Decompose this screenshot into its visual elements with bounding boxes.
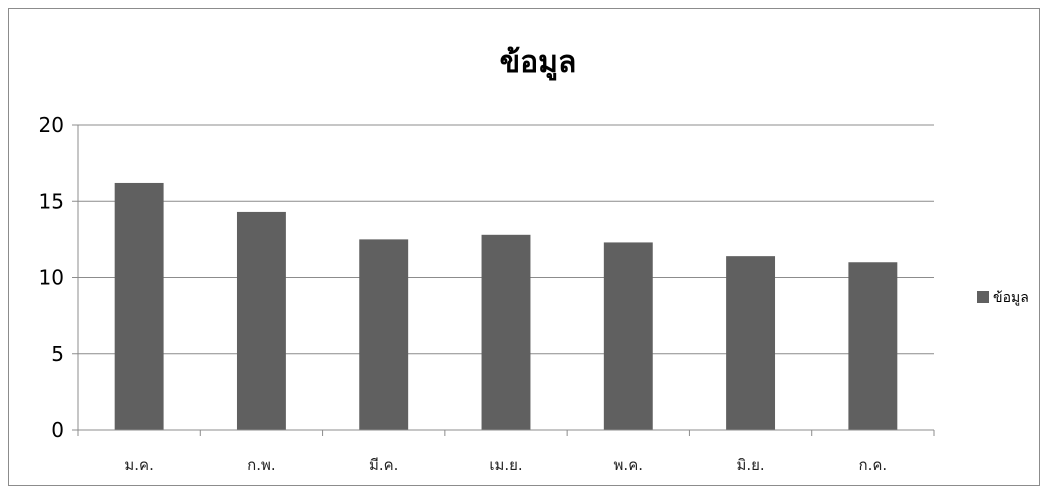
x-tick-label: พ.ค. — [614, 456, 643, 474]
bar — [726, 256, 776, 430]
y-tick-label: 0 — [51, 418, 64, 442]
y-tick-label: 5 — [51, 342, 64, 366]
x-tick-label: เม.ย. — [489, 456, 522, 474]
bar — [481, 234, 531, 430]
bar — [848, 262, 898, 430]
legend: ข้อมูล — [977, 290, 1029, 306]
bars — [114, 182, 898, 430]
legend-label: ข้อมูล — [993, 290, 1029, 306]
y-tick-label: 20 — [39, 113, 64, 137]
bar — [236, 211, 286, 430]
y-tick-label: 10 — [39, 266, 64, 290]
x-tick-label: มิ.ย. — [736, 456, 764, 474]
x-tick-label: ม.ค. — [124, 456, 153, 474]
bar — [603, 242, 653, 430]
y-tick-label: 15 — [39, 189, 64, 213]
axes: 0 5 10 15 20 ม.ค. ก.พ. มี.ค. เม.ย. พ.ค. มิ.ย. ก.ค. — [39, 113, 935, 474]
bar — [359, 239, 409, 430]
bar — [114, 182, 164, 430]
legend-swatch — [977, 291, 989, 303]
chart-title: ข้อมูล — [500, 45, 577, 81]
x-tick-label: มี.ค. — [369, 456, 398, 474]
x-tick-label: ก.พ. — [247, 456, 276, 474]
x-tick-label: ก.ค. — [859, 456, 888, 474]
